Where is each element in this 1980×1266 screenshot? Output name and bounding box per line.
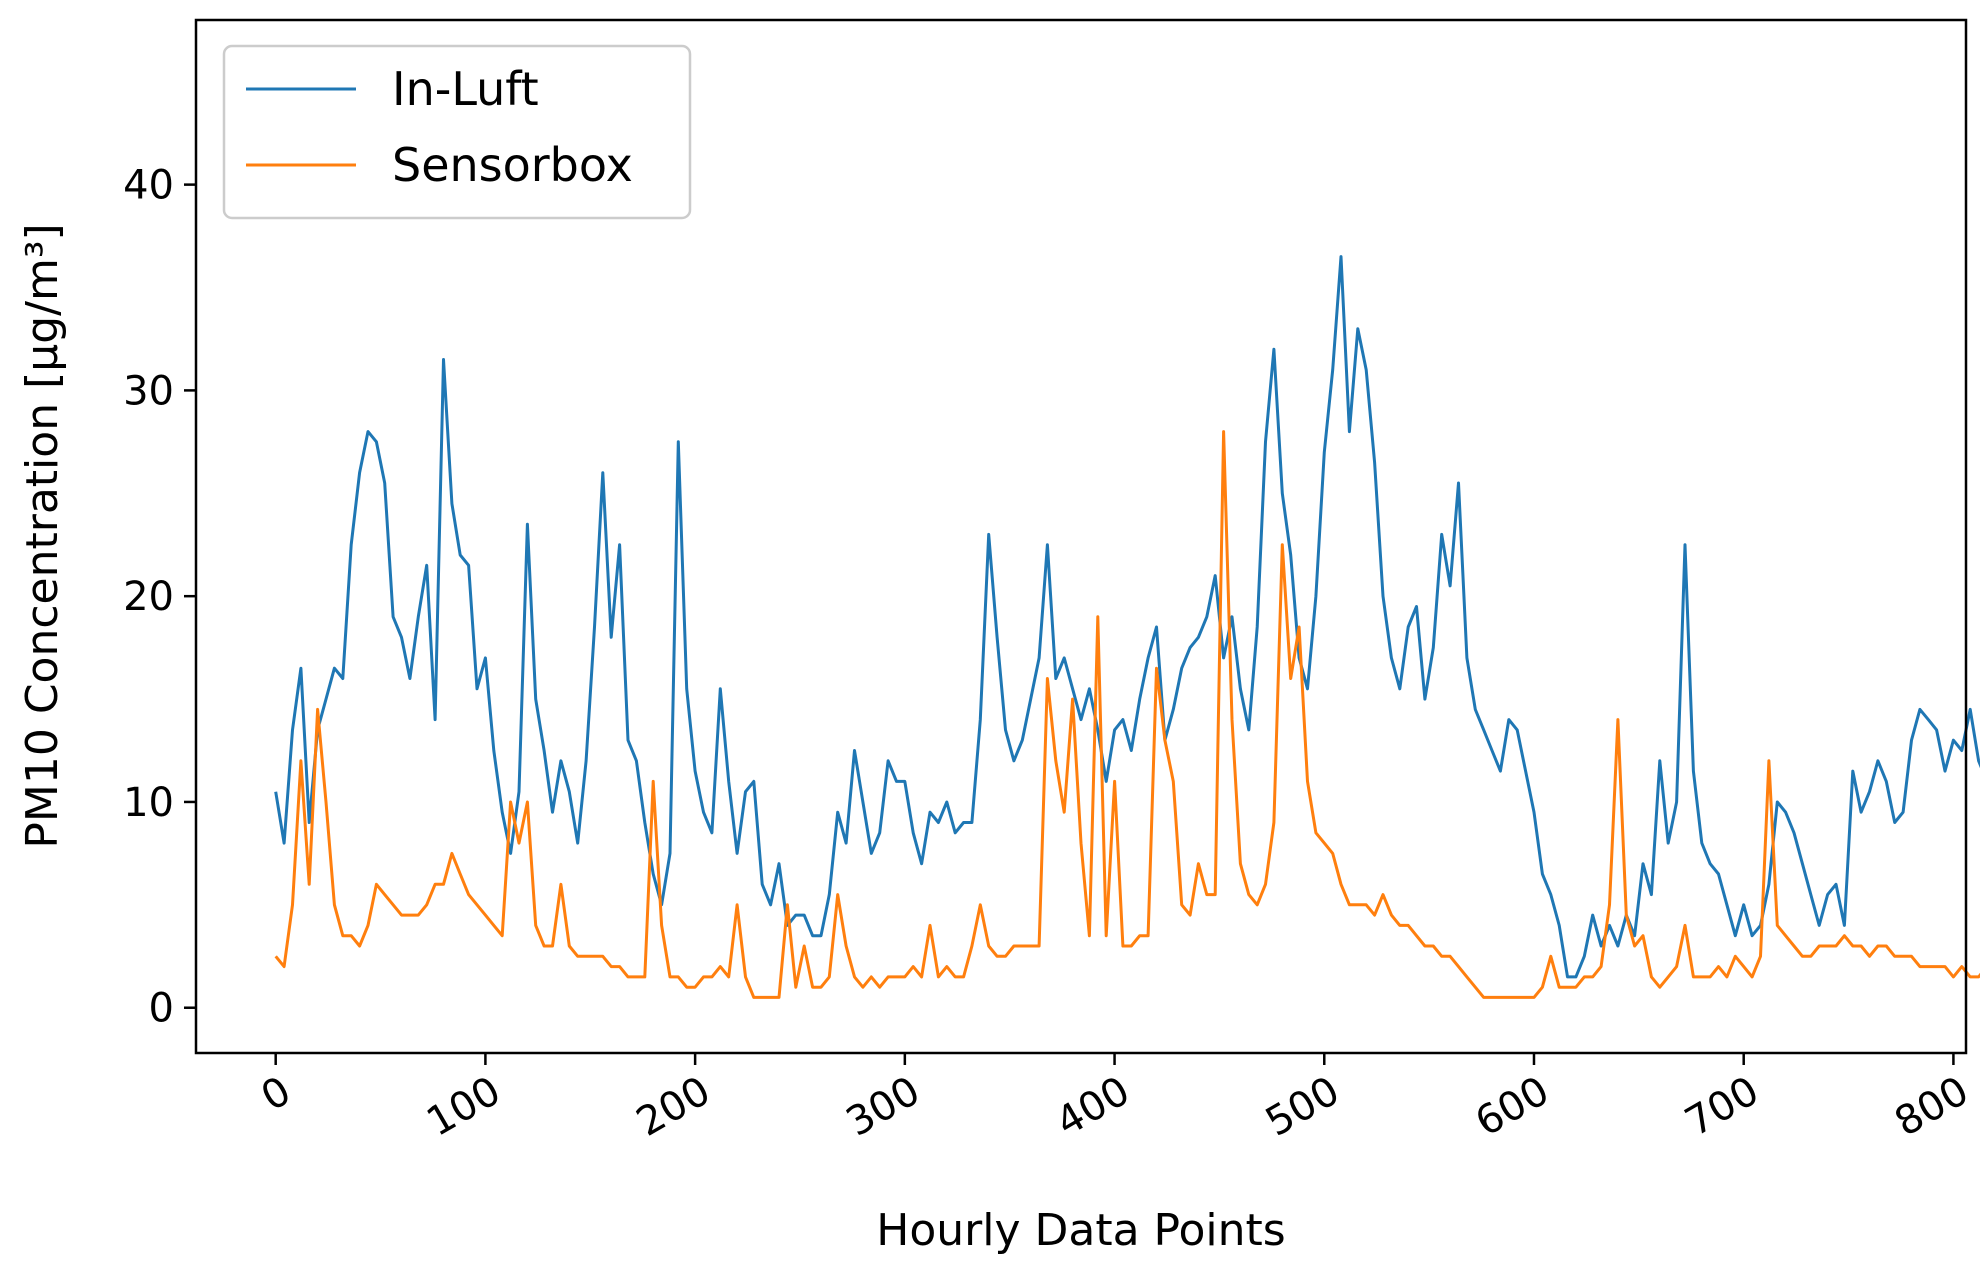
y-axis: 0 10 20 30 40 xyxy=(123,163,196,1032)
series-layer xyxy=(274,255,1980,999)
y-tick-label: 10 xyxy=(123,780,174,826)
plot-frame xyxy=(194,18,1968,1055)
x-tick-label: 400 xyxy=(1048,1068,1137,1146)
y-tick-label: 30 xyxy=(123,368,174,414)
x-tick-label: 0 xyxy=(254,1068,299,1121)
y-axis-title: PM10 Concentration [µg/m³] xyxy=(17,223,68,848)
x-axis-title: Hourly Data Points xyxy=(876,1205,1285,1256)
x-tick-label: 300 xyxy=(839,1068,928,1146)
x-axis: 0 100 200 300 400 500 600 700 800 xyxy=(254,1053,1976,1146)
legend-label-in-luft: In-Luft xyxy=(392,62,539,116)
x-tick-label: 700 xyxy=(1678,1068,1767,1146)
series-line-sensorbox xyxy=(274,430,1980,999)
y-tick-label: 0 xyxy=(149,986,174,1032)
legend-label-sensorbox: Sensorbox xyxy=(392,138,633,192)
legend: In-Luft Sensorbox xyxy=(222,44,692,220)
series-line-in-luft xyxy=(274,255,1980,979)
y-tick-label: 40 xyxy=(123,163,174,209)
y-tick-label: 20 xyxy=(123,574,174,620)
x-tick-label: 200 xyxy=(629,1068,718,1146)
x-tick-label: 500 xyxy=(1258,1068,1347,1146)
x-tick-label: 800 xyxy=(1887,1068,1976,1146)
x-tick-label: 600 xyxy=(1468,1068,1557,1146)
x-tick-label: 100 xyxy=(419,1068,508,1146)
